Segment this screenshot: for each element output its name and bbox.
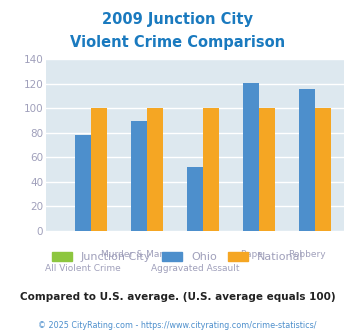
Bar <box>131 121 147 231</box>
Bar <box>75 135 91 231</box>
Bar <box>244 83 259 231</box>
Text: All Violent Crime: All Violent Crime <box>45 264 121 273</box>
Text: Aggravated Assault: Aggravated Assault <box>151 264 240 273</box>
Text: Murder & Mans...: Murder & Mans... <box>100 250 178 259</box>
Bar <box>299 89 315 231</box>
Bar <box>91 109 107 231</box>
Bar <box>203 109 219 231</box>
Text: Compared to U.S. average. (U.S. average equals 100): Compared to U.S. average. (U.S. average … <box>20 292 335 302</box>
Text: Rape: Rape <box>240 250 263 259</box>
Bar <box>187 167 203 231</box>
Bar <box>259 109 275 231</box>
Text: 2009 Junction City: 2009 Junction City <box>102 12 253 26</box>
Bar <box>315 109 331 231</box>
Legend: Junction City, Ohio, National: Junction City, Ohio, National <box>47 248 308 267</box>
Bar <box>147 109 163 231</box>
Text: Robbery: Robbery <box>289 250 326 259</box>
Text: Violent Crime Comparison: Violent Crime Comparison <box>70 35 285 50</box>
Text: © 2025 CityRating.com - https://www.cityrating.com/crime-statistics/: © 2025 CityRating.com - https://www.city… <box>38 321 317 330</box>
